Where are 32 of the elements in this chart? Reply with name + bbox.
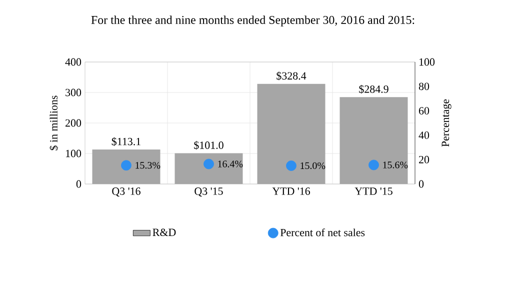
y-tick-label: 400	[65, 58, 82, 66]
legend-label: Percent of net sales	[280, 228, 365, 236]
y-tick-label: 100	[66, 150, 82, 158]
chart-title: For the three and nine months ended September 30, 2016 and 2015:	[91, 16, 414, 26]
data-label: 15.6%	[383, 162, 408, 168]
y-tick-label: 0	[76, 180, 82, 188]
bar	[340, 97, 408, 184]
x-tick-label: YTD '16	[272, 188, 310, 195]
y2-axis-title: Percentage	[442, 99, 452, 147]
bar	[92, 150, 160, 184]
x-tick-label: Q3 '15	[194, 188, 223, 197]
bar	[174, 153, 243, 184]
y-tick-label: 200	[66, 119, 82, 127]
legend-label: R&D	[152, 228, 176, 236]
data-label: $113.1	[112, 137, 140, 146]
y-tick-label: 300	[66, 88, 82, 96]
y2-tick-label: 100	[419, 58, 435, 66]
y2-tick-label: 40	[418, 132, 430, 139]
y2-tick-label: 60	[418, 107, 430, 114]
y-axis-title: $ in millions	[49, 96, 58, 150]
data-label: 15.3%	[136, 162, 160, 169]
data-label: $101.0	[194, 140, 224, 150]
y2-tick-label: 20	[419, 156, 430, 164]
data-label: $328.4	[276, 72, 306, 80]
data-label: 16.4%	[218, 160, 243, 168]
x-tick-label: Q3 '16	[112, 188, 140, 197]
y2-tick-label: 80	[418, 82, 430, 90]
y2-tick-label: 0	[418, 180, 424, 188]
data-label: $284.9	[359, 84, 388, 94]
data-label: 15.0%	[300, 162, 326, 170]
x-tick-label: YTD '15	[354, 188, 392, 195]
bar	[257, 84, 326, 184]
